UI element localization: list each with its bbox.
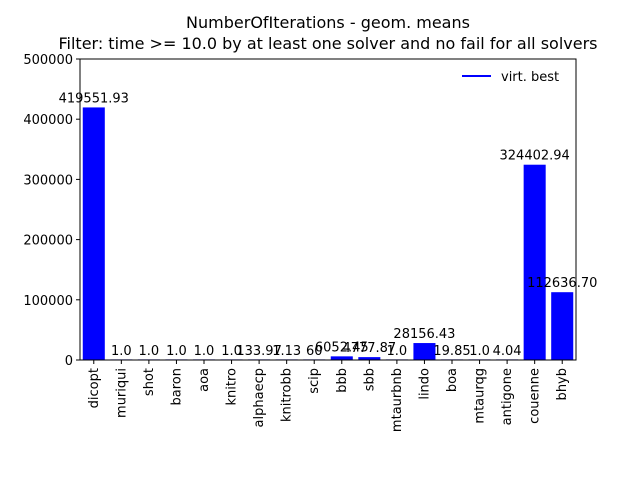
data-label: 6052.45: [315, 340, 369, 355]
chart-subtitle: Filter: time >= 10.0 by at least one sol…: [58, 34, 597, 53]
data-label: 1.0: [221, 344, 242, 359]
data-label: 4.04: [493, 344, 522, 359]
data-label: 419551.93: [59, 91, 129, 106]
x-tick-label: couenne: [528, 368, 543, 424]
bar: [82, 107, 105, 360]
y-tick-label: 0: [65, 354, 73, 369]
x-tick-label: mtaurbnb: [390, 368, 405, 432]
y-tick-label: 400000: [23, 113, 73, 128]
data-label: 1.0: [166, 344, 187, 359]
x-tick-label: bhyb: [555, 368, 570, 400]
x-tick-label: muriqui: [114, 368, 129, 418]
axes-frame: [79, 58, 577, 361]
x-tick-label: knitrobb: [280, 368, 295, 422]
x-tick-label: knitro: [225, 368, 240, 406]
x-tick-label: mtaurqg: [473, 368, 488, 424]
x-tick-label: baron: [169, 368, 184, 405]
y-tick-label: 300000: [23, 173, 73, 188]
x-tick-label: aoa: [197, 368, 212, 392]
data-label: 4777.87: [342, 341, 396, 356]
y-tick-label: 500000: [23, 53, 73, 68]
data-label: 28156.43: [393, 327, 455, 342]
x-tick-label: shot: [142, 368, 157, 396]
x-tick-label: boa: [445, 368, 460, 392]
x-tick-label: antigone: [500, 368, 515, 425]
legend-label: virt. best: [501, 70, 559, 85]
data-label: 112636.70: [527, 276, 597, 291]
bar: [413, 343, 436, 360]
x-tick-label: bbb: [335, 368, 350, 393]
data-label: 1.13: [272, 344, 301, 359]
x-tick-label: dicopt: [87, 368, 102, 408]
bar: [330, 356, 353, 360]
legend: virt. best: [462, 70, 559, 85]
data-label: 1.0: [194, 344, 215, 359]
x-tick-label: alphaecp: [252, 368, 267, 427]
bar: [523, 164, 546, 360]
data-label: 133.97: [236, 344, 282, 359]
data-label: 1.0: [387, 344, 408, 359]
chart-title: NumberOfIterations - geom. means: [186, 13, 470, 32]
data-label: 324402.94: [500, 149, 570, 164]
data-label: 1.0: [469, 344, 490, 359]
data-label: 1.0: [111, 344, 132, 359]
plot-area: 419551.93 dicopt 1.0 muriqui 1.0 shot 1.0 baron…: [23, 53, 597, 432]
bar: [551, 292, 574, 360]
x-tick-label: lindo: [417, 368, 432, 400]
x-tick-label: scip: [307, 368, 322, 394]
bar: [358, 357, 381, 360]
y-tick-label: 100000: [23, 294, 73, 309]
data-label: 1.0: [139, 344, 160, 359]
x-tick-label: sbb: [362, 368, 377, 391]
data-label: 19.85: [433, 344, 470, 359]
data-label: 60: [306, 344, 323, 359]
y-tick-label: 200000: [23, 234, 73, 249]
